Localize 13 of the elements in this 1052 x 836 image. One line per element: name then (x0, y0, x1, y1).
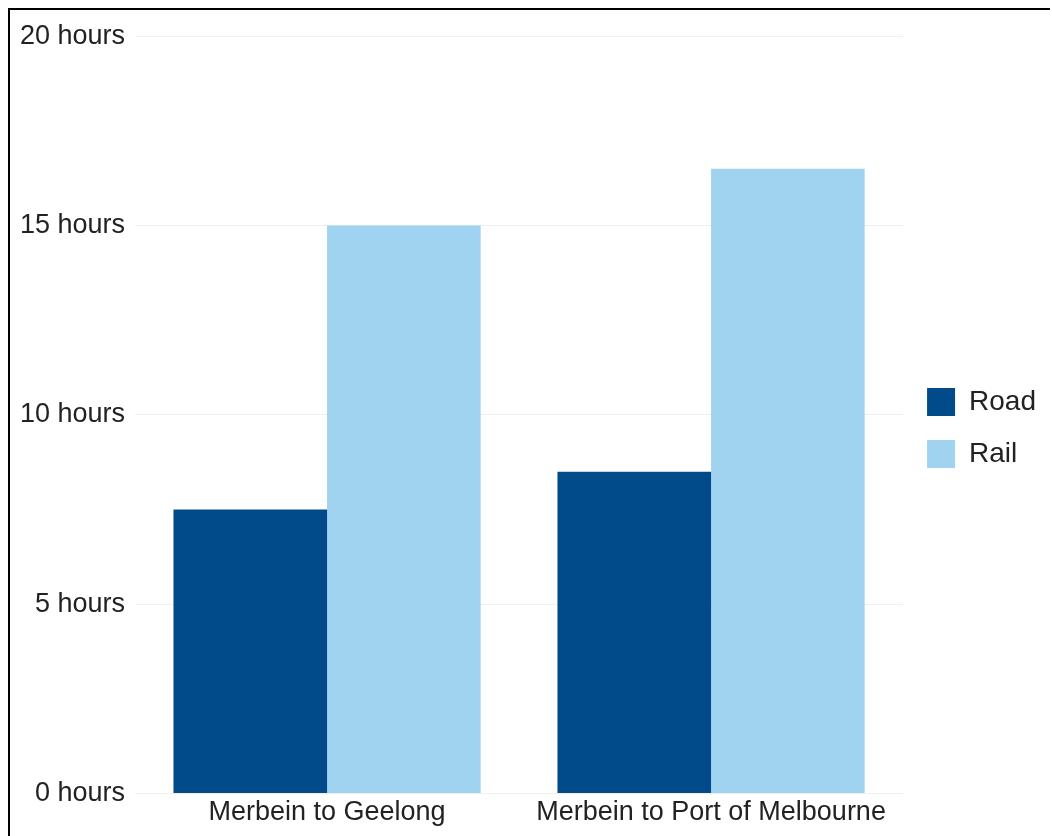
y-tick-label: 20 hours (20, 19, 126, 50)
bar (557, 471, 712, 794)
bar (327, 225, 481, 794)
x-tick-label: Merbein to Geelong (208, 796, 446, 827)
legend-label: Road (969, 384, 1036, 416)
x-tick-label: Merbein to Port of Melbourne (536, 796, 886, 827)
y-tick-label: 0 hours (35, 777, 126, 808)
bar (711, 168, 865, 794)
y-tick-label: 15 hours (20, 209, 126, 239)
y-tick-label: 5 hours (35, 587, 126, 618)
y-tick-label: 10 hours (20, 398, 126, 429)
bar (173, 509, 328, 794)
legend-label: Rail (969, 436, 1018, 468)
